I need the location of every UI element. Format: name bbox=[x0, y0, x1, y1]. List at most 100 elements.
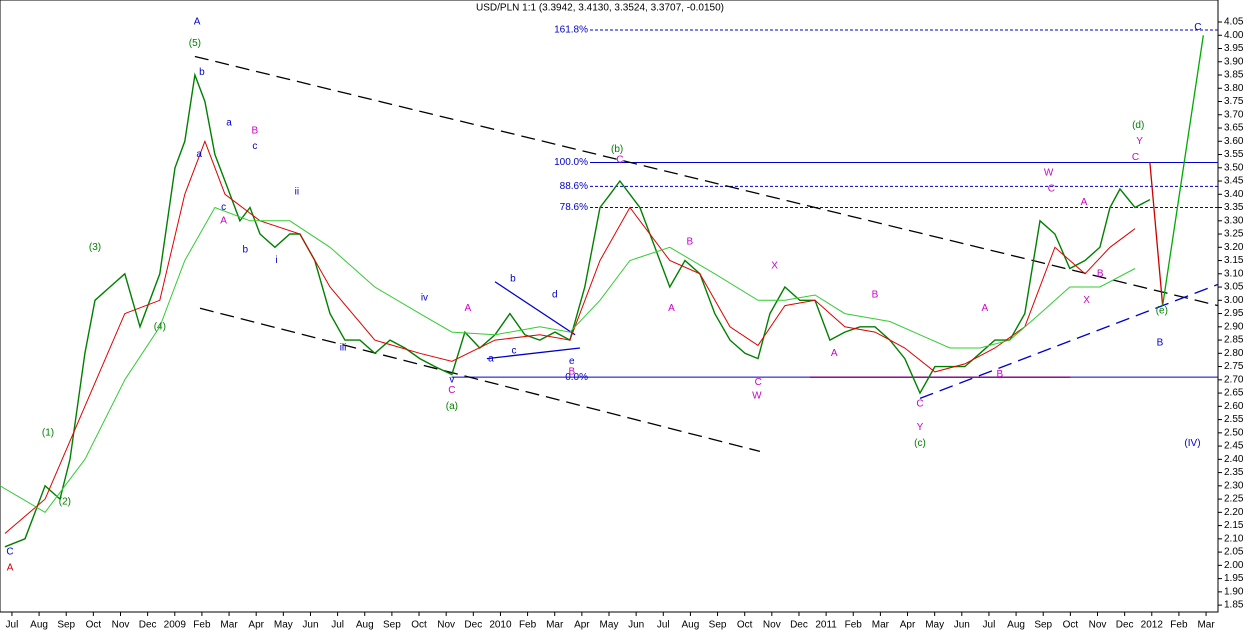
price-line bbox=[4, 72, 1151, 548]
plot-frame bbox=[0, 0, 1219, 613]
y-tick-label: 2.25 bbox=[1224, 494, 1244, 505]
y-tick-label: 2.30 bbox=[1224, 480, 1244, 491]
y-tick-label: 2.95 bbox=[1224, 308, 1244, 319]
wave-label: (d) bbox=[1132, 120, 1144, 131]
y-tick-label: 3.90 bbox=[1224, 56, 1244, 67]
x-tick-label: May bbox=[274, 620, 293, 631]
y-tick-label: 2.20 bbox=[1224, 507, 1244, 518]
wave-label: a bbox=[226, 117, 232, 128]
y-tick-label: 2.90 bbox=[1224, 321, 1244, 332]
wave-label: iii bbox=[340, 343, 347, 354]
wave-label: i bbox=[275, 255, 277, 266]
wave-label: W bbox=[752, 390, 762, 401]
wave-label: B bbox=[996, 369, 1003, 380]
x-tick-label: Jun bbox=[302, 620, 318, 631]
x-tick-label: Sep bbox=[1034, 620, 1052, 631]
x-tick-label: 2010 bbox=[489, 620, 512, 631]
y-tick-label: 4.05 bbox=[1224, 17, 1244, 28]
wave-label: B bbox=[687, 237, 694, 248]
wave-label: A bbox=[831, 348, 838, 359]
x-tick-label: Sep bbox=[709, 620, 727, 631]
x-tick-label: Apr bbox=[574, 620, 590, 631]
x-tick-label: Apr bbox=[900, 620, 916, 631]
wave-label: C bbox=[448, 385, 455, 396]
x-tick-label: 2009 bbox=[164, 620, 187, 631]
wave-label: c bbox=[252, 141, 257, 152]
wave-label: C bbox=[1194, 22, 1201, 33]
x-tick-label: Mar bbox=[220, 620, 238, 631]
y-tick-label: 1.90 bbox=[1224, 586, 1244, 597]
wave-label: (IV) bbox=[1184, 438, 1200, 449]
wave-label: X bbox=[771, 260, 778, 271]
x-tick-label: Nov bbox=[1089, 620, 1107, 631]
x-tick-label: Aug bbox=[1007, 620, 1025, 631]
y-tick-label: 3.45 bbox=[1224, 176, 1244, 187]
x-tick-label: Mar bbox=[546, 620, 564, 631]
x-tick-label: Jun bbox=[628, 620, 644, 631]
wave-label: b bbox=[199, 67, 205, 78]
x-tick-label: 2012 bbox=[1141, 620, 1164, 631]
y-tick-label: 2.60 bbox=[1224, 401, 1244, 412]
y-tick-label: 3.35 bbox=[1224, 202, 1244, 213]
wave-label: (1) bbox=[42, 427, 54, 438]
y-tick-label: 2.75 bbox=[1224, 361, 1244, 372]
y-tick-label: 1.85 bbox=[1224, 600, 1244, 611]
y-tick-label: 3.95 bbox=[1224, 43, 1244, 54]
wave-label: W bbox=[1044, 168, 1054, 179]
wave-label: C bbox=[916, 398, 923, 409]
y-tick-label: 4.00 bbox=[1224, 30, 1244, 41]
wave-label: (2) bbox=[59, 496, 71, 507]
y-tick-label: 3.20 bbox=[1224, 242, 1244, 253]
y-tick-label: 2.15 bbox=[1224, 520, 1244, 531]
wave-label: c bbox=[512, 345, 517, 356]
wave-label: B bbox=[872, 290, 879, 301]
x-tick-label: Feb bbox=[1170, 620, 1188, 631]
y-tick-label: 1.95 bbox=[1224, 573, 1244, 584]
y-tick-label: 2.80 bbox=[1224, 348, 1244, 359]
wave-label: Y bbox=[1136, 136, 1143, 147]
y-tick-label: 3.30 bbox=[1224, 215, 1244, 226]
wave-label: C bbox=[6, 547, 13, 558]
y-tick-label: 3.80 bbox=[1224, 83, 1244, 94]
y-tick-label: 2.55 bbox=[1224, 414, 1244, 425]
x-tick-label: Feb bbox=[519, 620, 537, 631]
wave-label: B bbox=[568, 367, 575, 378]
wave-label: C bbox=[616, 154, 623, 165]
x-tick-label: May bbox=[925, 620, 944, 631]
x-tick-label: Aug bbox=[356, 620, 374, 631]
x-tick-label: Dec bbox=[790, 620, 808, 631]
y-tick-label: 2.50 bbox=[1224, 427, 1244, 438]
x-tick-label: May bbox=[600, 620, 619, 631]
fib-label: 88.6% bbox=[560, 181, 588, 192]
trendline bbox=[494, 281, 576, 336]
wave-label: B bbox=[1097, 268, 1104, 279]
wave-label: C bbox=[1048, 184, 1055, 195]
wave-label: C bbox=[755, 377, 762, 388]
x-tick-label: Jun bbox=[954, 620, 970, 631]
y-tick-label: 3.70 bbox=[1224, 109, 1244, 120]
x-tick-label: Oct bbox=[86, 620, 102, 631]
wave-label: (b) bbox=[611, 144, 623, 155]
y-tick-label: 3.50 bbox=[1224, 162, 1244, 173]
y-tick-label: 3.55 bbox=[1224, 149, 1244, 160]
wave-label: v bbox=[449, 374, 454, 385]
x-tick-label: Mar bbox=[872, 620, 890, 631]
x-tick-label: Jul bbox=[331, 620, 344, 631]
wave-label: B bbox=[1157, 337, 1164, 348]
trendline bbox=[486, 347, 581, 360]
wave-label: A bbox=[220, 215, 227, 226]
y-tick-label: 3.15 bbox=[1224, 255, 1244, 266]
x-tick-label: Jul bbox=[983, 620, 996, 631]
wave-label: A bbox=[982, 303, 989, 314]
x-tick-label: Sep bbox=[383, 620, 401, 631]
wave-label: d bbox=[552, 290, 558, 301]
y-tick-label: 3.00 bbox=[1224, 295, 1244, 306]
wave-label: A bbox=[668, 303, 675, 314]
wave-label: (a) bbox=[446, 401, 458, 412]
x-tick-label: Apr bbox=[248, 620, 264, 631]
x-tick-label: Mar bbox=[1197, 620, 1215, 631]
wave-label: a bbox=[488, 353, 494, 364]
wave-label: (c) bbox=[914, 438, 926, 449]
wave-label: C bbox=[1132, 152, 1139, 163]
